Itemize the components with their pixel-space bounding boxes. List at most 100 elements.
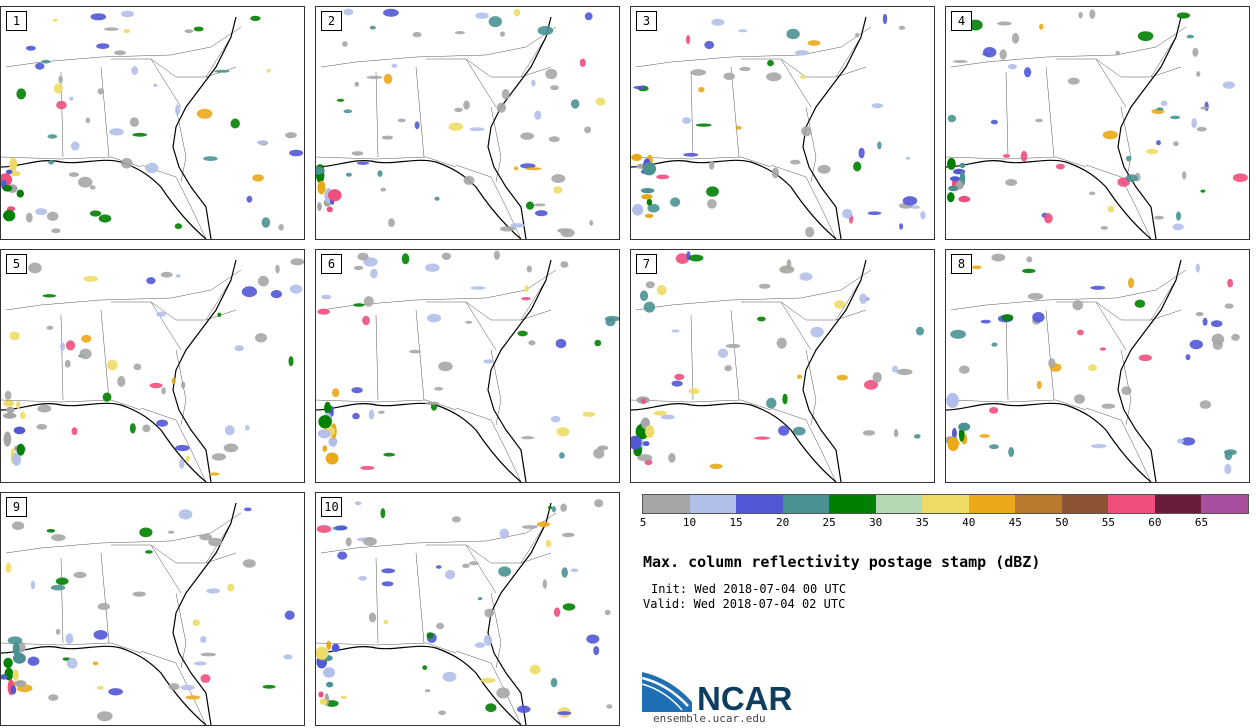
reflectivity-echo — [1011, 32, 1020, 44]
reflectivity-echo — [1172, 223, 1184, 231]
state-boundary — [631, 156, 772, 168]
reflectivity-echo — [500, 31, 505, 37]
member-panel-6[interactable]: 6 — [315, 249, 620, 483]
reflectivity-echo — [550, 677, 558, 688]
state-boundary — [780, 301, 867, 321]
reflectivity-echo — [534, 110, 542, 120]
member-panel-5[interactable]: 5 — [0, 249, 305, 483]
reflectivity-echo — [318, 415, 332, 429]
reflectivity-echo — [327, 189, 342, 202]
reflectivity-echo — [521, 297, 531, 301]
reflectivity-echo — [108, 688, 123, 696]
state-boundary — [1005, 314, 1009, 401]
member-panel-3[interactable]: 3 — [630, 6, 935, 240]
ncar-url-link[interactable]: ensemble.ucar.edu — [653, 712, 766, 725]
reflectivity-echo — [593, 646, 600, 656]
reflectivity-echo — [644, 213, 654, 218]
reflectivity-echo — [175, 274, 181, 278]
reflectivity-echo — [796, 374, 803, 379]
reflectivity-echo — [1224, 303, 1234, 309]
reflectivity-echo — [175, 104, 181, 116]
member-panel-10[interactable]: 10 — [315, 492, 620, 726]
reflectivity-echo — [570, 99, 580, 109]
reflectivity-echo — [958, 422, 971, 431]
reflectivity-echo — [85, 117, 91, 124]
state-boundary — [415, 309, 425, 401]
reflectivity-echo — [335, 525, 348, 531]
reflectivity-echo — [345, 172, 352, 177]
state-boundary — [415, 552, 425, 644]
reflectivity-echo — [363, 296, 374, 307]
reflectivity-echo — [214, 69, 230, 73]
reflectivity-echo — [223, 443, 239, 453]
state-boundary — [320, 26, 557, 68]
colorbar-tick-label: 45 — [1008, 516, 1022, 529]
reflectivity-echo — [671, 380, 683, 387]
reflectivity-echo — [351, 387, 363, 394]
reflectivity-echo — [391, 63, 398, 68]
reflectivity-echo — [1224, 450, 1233, 461]
member-panel-8[interactable]: 8 — [945, 249, 1250, 483]
reflectivity-echo — [131, 66, 139, 76]
colorbar-swatch — [1108, 495, 1155, 513]
reflectivity-echo — [640, 188, 655, 194]
reflectivity-echo — [3, 209, 16, 222]
coastline — [802, 16, 867, 239]
state-boundary — [375, 557, 379, 644]
reflectivity-echo — [52, 18, 58, 22]
reflectivity-echo — [145, 550, 153, 554]
reflectivity-echo — [378, 410, 385, 414]
reflectivity-echo — [1195, 263, 1200, 273]
reflectivity-echo — [656, 285, 667, 296]
reflectivity-echo — [1195, 312, 1204, 317]
reflectivity-echo — [979, 434, 990, 438]
member-label: 4 — [951, 11, 972, 31]
member-panel-7[interactable]: 7 — [630, 249, 935, 483]
reflectivity-echo — [1074, 394, 1085, 404]
reflectivity-echo — [227, 583, 235, 592]
reflectivity-echo — [10, 170, 21, 177]
reflectivity-echo — [1185, 354, 1191, 361]
reflectivity-echo — [562, 532, 575, 538]
member-panel-2[interactable]: 2 — [315, 6, 620, 240]
reflectivity-echo — [289, 284, 303, 294]
reflectivity-echo — [64, 359, 71, 368]
reflectivity-echo — [807, 40, 821, 46]
reflectivity-echo — [104, 27, 119, 31]
member-panel-9[interactable]: 9 — [0, 492, 305, 726]
reflectivity-echo — [1222, 81, 1236, 89]
colorbar-swatch — [736, 495, 783, 513]
state-boundary — [1120, 106, 1132, 183]
reflectivity-echo — [252, 174, 264, 182]
reflectivity-echo — [47, 134, 58, 139]
state-boundary — [320, 269, 557, 311]
reflectivity-echo — [35, 208, 48, 216]
reflectivity-echo — [642, 162, 656, 176]
reflectivity-echo — [991, 342, 998, 347]
member-panel-1[interactable]: 1 — [0, 6, 305, 240]
reflectivity-echo — [321, 294, 332, 300]
colorbar-swatch — [922, 495, 969, 513]
reflectivity-echo — [3, 412, 17, 419]
reflectivity-echo — [123, 29, 130, 34]
reflectivity-echo — [316, 525, 332, 533]
reflectivity-echo — [12, 642, 20, 656]
reflectivity-echo — [434, 387, 444, 391]
reflectivity-echo — [593, 448, 605, 459]
member-panel-4[interactable]: 4 — [945, 6, 1250, 240]
reflectivity-echo — [867, 211, 882, 215]
reflectivity-echo — [245, 425, 250, 431]
reflectivity-echo — [484, 608, 495, 618]
reflectivity-echo — [594, 499, 604, 508]
reflectivity-echo — [513, 8, 521, 17]
reflectivity-echo — [208, 537, 223, 547]
reflectivity-echo — [526, 265, 532, 273]
reflectivity-echo — [83, 275, 99, 282]
reflectivity-echo — [776, 337, 787, 349]
reflectivity-echo — [332, 388, 340, 398]
reflectivity-echo — [426, 632, 434, 639]
reflectivity-echo — [799, 272, 813, 281]
reflectivity-echo — [997, 21, 1012, 26]
state-boundary — [770, 164, 837, 239]
reflectivity-echo — [643, 301, 656, 313]
